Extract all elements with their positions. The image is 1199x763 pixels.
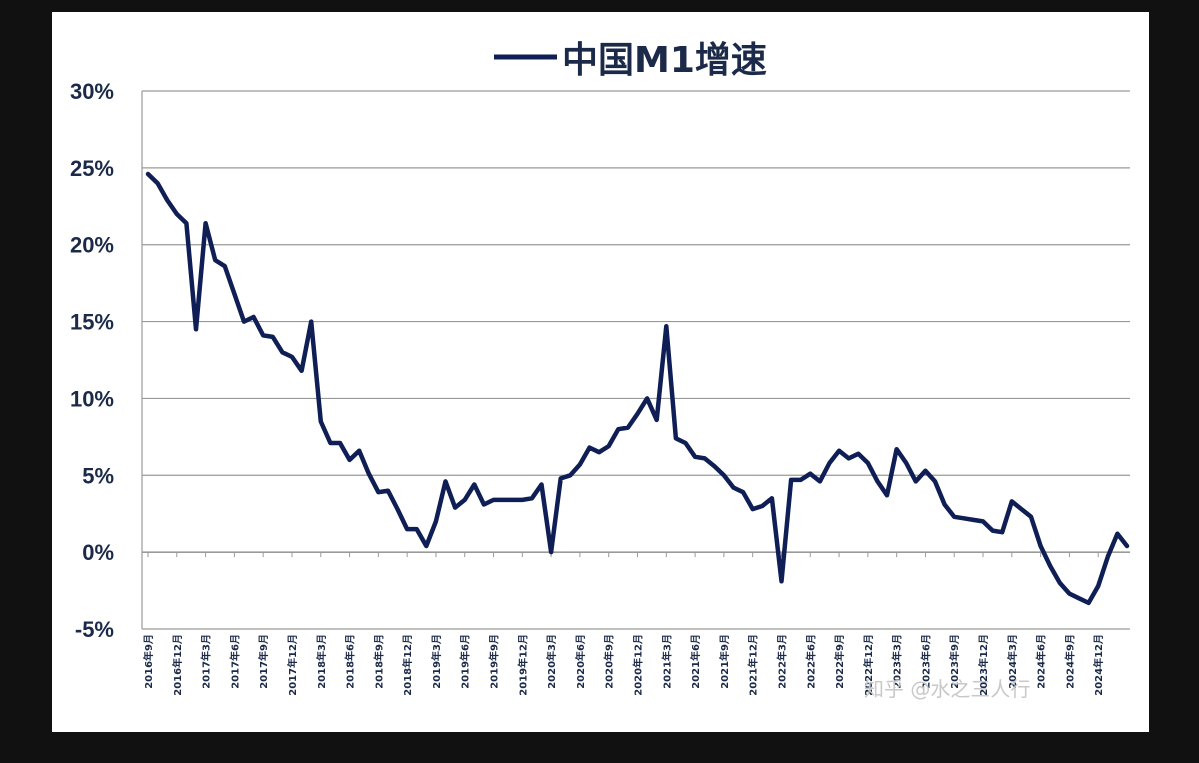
- watermark-text: 知乎 @水之三人行: [864, 677, 1030, 701]
- x-tick-label: 2017年12月: [286, 634, 299, 696]
- y-axis: 30% 25% 20% 15% 10% 5% 0% -5%: [70, 79, 114, 642]
- x-tick-label: 2021年9月: [718, 634, 731, 689]
- x-tick-label: 2024年3月: [1006, 634, 1019, 689]
- chart-frame: 30% 25% 20% 15% 10% 5% 0% -5% 2016年9月 2016年12月 20…: [52, 12, 1149, 732]
- y-tick-label: 5%: [82, 463, 114, 488]
- x-tick-label: 2021年6月: [689, 634, 702, 689]
- x-tick-label: 2024年9月: [1063, 634, 1076, 689]
- y-tick-label: 30%: [70, 79, 114, 104]
- x-tick-label: 2023年9月: [948, 634, 961, 689]
- grid-lines: [141, 90, 1130, 630]
- x-tick-label: 2022年6月: [804, 634, 817, 689]
- x-tick-label: 2021年3月: [660, 634, 673, 689]
- x-tick-label: 2020年9月: [603, 634, 616, 689]
- x-tick-label: 2017年3月: [200, 634, 213, 689]
- x-tick-label: 2022年9月: [833, 634, 846, 689]
- x-axis: 2016年9月 2016年12月 2017年3月 2017年6月 2017年9月 2017…: [142, 552, 1105, 696]
- x-tick-label: 2022年12月: [862, 634, 875, 696]
- x-tick-label: 2018年6月: [344, 634, 357, 689]
- x-tick-label: 2018年12月: [401, 634, 414, 696]
- y-tick-label: 20%: [70, 233, 114, 258]
- x-tick-label: 2018年9月: [372, 634, 385, 689]
- x-tick-label: 2019年9月: [488, 634, 501, 689]
- y-tick-label: 25%: [70, 156, 114, 181]
- x-tick-label: 2023年3月: [891, 634, 904, 689]
- x-tick-label: 2022年3月: [775, 634, 788, 689]
- x-tick-label: 2019年3月: [430, 634, 443, 689]
- y-tick-label: -5%: [75, 617, 114, 642]
- x-tick-label: 2016年9月: [142, 634, 155, 689]
- x-tick-label: 2024年6月: [1035, 634, 1048, 689]
- chart-title: 中国M1增速: [562, 40, 767, 81]
- y-tick-label: 10%: [70, 386, 114, 411]
- x-tick-label: 2017年9月: [257, 634, 270, 689]
- x-tick-label: 2020年6月: [574, 634, 587, 689]
- x-tick-label: 2016年12月: [171, 634, 184, 696]
- x-tick-label: 2018年3月: [315, 634, 328, 689]
- legend: 中国M1增速: [494, 40, 767, 81]
- x-tick-label: 2023年12月: [977, 634, 990, 696]
- x-tick-label: 2020年3月: [545, 634, 558, 689]
- y-tick-label: 0%: [82, 540, 114, 565]
- x-tick-label: 2024年12月: [1092, 634, 1105, 696]
- x-tick-label: 2021年12月: [747, 634, 760, 696]
- x-tick-label: 2020年12月: [632, 634, 645, 696]
- line-chart: 30%25%20%15%10%5%0%-5% 2016年9月 2016年12月 20…: [70, 40, 1130, 701]
- x-tick-label: 2023年6月: [919, 634, 932, 689]
- x-tick-label: 2019年12月: [516, 634, 529, 696]
- series-line-m1-growth: [145, 171, 1130, 606]
- x-tick-label: 2019年6月: [459, 634, 472, 689]
- y-tick-label: 15%: [70, 310, 114, 335]
- x-tick-label: 2017年6月: [228, 634, 241, 689]
